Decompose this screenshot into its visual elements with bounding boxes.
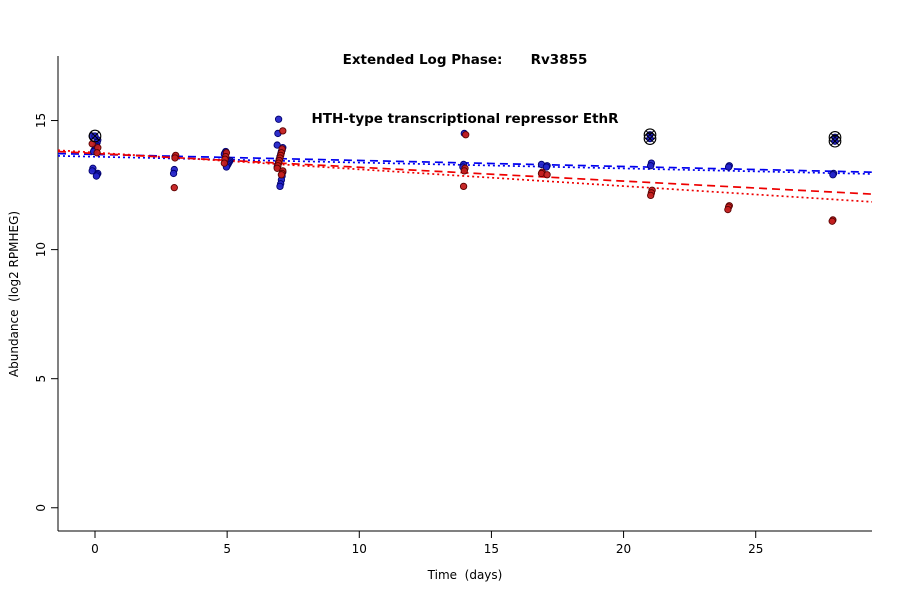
data-point — [459, 182, 468, 191]
x-tick-label: 10 — [352, 542, 367, 556]
data-point — [828, 217, 836, 225]
y-tick-label: 5 — [34, 375, 48, 383]
flagged-points — [88, 128, 842, 148]
x-axis-label: Time (days) — [427, 568, 503, 582]
data-point — [276, 182, 284, 191]
data-point — [92, 172, 101, 180]
data-point — [93, 149, 101, 157]
blue-series — [88, 115, 838, 191]
y-tick-label: 0 — [34, 504, 48, 512]
data-point — [647, 162, 655, 170]
chart-title-line1: Extended Log Phase: Rv3855 — [342, 52, 588, 69]
data-point — [543, 171, 551, 179]
chart-title: Extended Log Phase: Rv3855 HTH-type tran… — [0, 12, 900, 169]
data-point — [724, 163, 733, 171]
x-tick-label: 5 — [223, 542, 231, 556]
flag-cross-icon — [830, 136, 840, 146]
chart-title-line2: HTH-type transcriptional repressor EthR — [311, 110, 619, 127]
data-point — [724, 205, 732, 214]
flag-cross-icon — [90, 131, 100, 141]
x-tick-label: 0 — [91, 542, 99, 556]
x-tick-label: 15 — [484, 542, 499, 556]
data-point — [542, 163, 551, 171]
flag-ring-icon — [88, 129, 102, 143]
trend-line-red-dotted — [57, 149, 873, 203]
y-tick-label: 15 — [34, 113, 48, 128]
data-point — [169, 169, 178, 178]
data-point — [462, 131, 470, 139]
data-point — [279, 127, 287, 135]
x-tick-label: 20 — [616, 542, 631, 556]
data-point — [829, 171, 837, 179]
flag-ring-icon — [828, 134, 842, 148]
data-point — [170, 184, 178, 192]
data-point — [647, 191, 655, 200]
red-series — [88, 127, 837, 225]
data-point — [171, 154, 179, 162]
flag-ring-icon — [643, 132, 657, 145]
y-tick-label: 10 — [34, 242, 48, 257]
data-point — [220, 159, 228, 167]
data-point — [460, 167, 468, 175]
flag-cross-icon — [645, 134, 655, 144]
data-point — [277, 171, 286, 179]
x-tick-label: 25 — [748, 542, 763, 556]
data-point — [274, 115, 283, 123]
